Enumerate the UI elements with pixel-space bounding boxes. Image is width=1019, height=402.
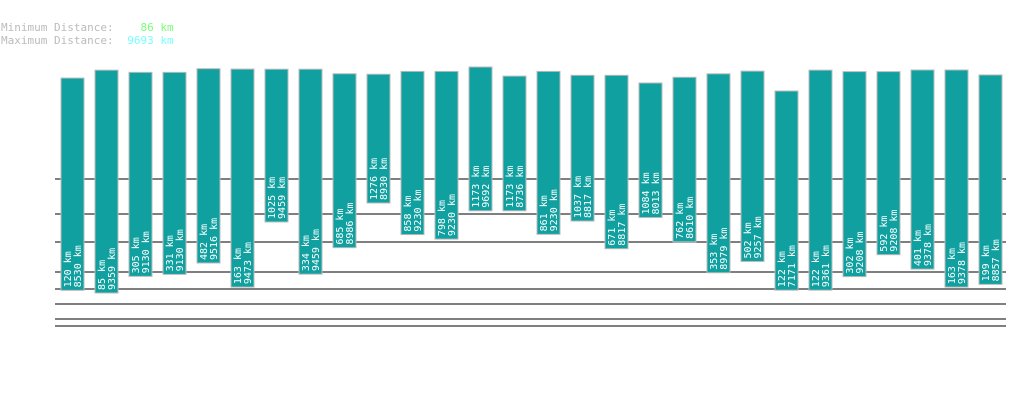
max-label: 9130 km	[175, 229, 186, 271]
min-distance-label: Minimum Distance:	[1, 21, 114, 34]
min-label: 401 km	[913, 230, 924, 266]
range-bar	[230, 68, 255, 288]
range-bar	[604, 74, 629, 250]
max-label: 8979 km	[719, 228, 730, 270]
range-bar	[502, 75, 527, 212]
min-label: 762 km	[675, 203, 686, 239]
range-bar	[332, 73, 357, 249]
range-bar	[536, 70, 561, 235]
max-label: 8736 km	[515, 166, 526, 208]
range-bar	[842, 71, 867, 278]
max-label: 8930 km	[379, 158, 390, 200]
max-label: 9378 km	[957, 242, 968, 284]
min-label: 302 km	[845, 237, 856, 273]
max-label: 8817 km	[617, 204, 628, 246]
range-bar	[94, 69, 119, 294]
max-label: 8986 km	[345, 203, 356, 245]
range-bar	[298, 68, 323, 275]
range-bar	[910, 69, 935, 270]
min-label: 1025 km	[267, 177, 278, 219]
min-label: 334 km	[301, 235, 312, 271]
min-label: 85 km	[97, 260, 108, 290]
min-label: 163 km	[947, 248, 958, 284]
max-distance-stat: Maximum Distance: 9693 km	[1, 35, 174, 47]
range-bar	[740, 70, 765, 262]
max-label: 9361 km	[821, 245, 832, 287]
range-bar	[808, 69, 833, 291]
min-label: 502 km	[743, 222, 754, 258]
max-label: 9516 km	[209, 218, 220, 260]
min-label: 1084 km	[641, 172, 652, 214]
range-bar	[672, 76, 697, 243]
max-label: 9692 km	[481, 166, 492, 208]
max-label: 9208 km	[889, 210, 900, 252]
min-distance-stat: Minimum Distance: 86 km	[1, 22, 174, 34]
range-bar	[468, 66, 493, 212]
min-label: 305 km	[131, 237, 142, 273]
min-label: 122 km	[811, 251, 822, 287]
range-bar	[570, 74, 595, 222]
range-bar	[366, 73, 391, 204]
min-label: 858 km	[403, 195, 414, 231]
min-label: 482 km	[199, 224, 210, 260]
max-label: 8530 km	[73, 245, 84, 287]
max-label: 9378 km	[923, 224, 934, 266]
range-bar	[196, 68, 221, 264]
range-bar	[400, 70, 425, 236]
min-label: 1276 km	[369, 158, 380, 200]
range-bar	[60, 77, 85, 291]
min-label: 353 km	[709, 234, 720, 270]
range-bar	[264, 68, 289, 223]
range-bar	[434, 70, 459, 240]
max-label: 8817 km	[583, 176, 594, 218]
max-label: 8857 km	[991, 239, 1002, 281]
max-label: 9459 km	[277, 177, 288, 219]
min-label: 1037 km	[573, 176, 584, 218]
min-label: 163 km	[233, 248, 244, 284]
max-label: 9257 km	[753, 216, 764, 258]
min-label: 1173 km	[505, 166, 516, 208]
range-bar	[638, 82, 663, 219]
max-label: 9130 km	[141, 231, 152, 273]
max-label: 9208 km	[855, 231, 866, 273]
range-bar	[876, 71, 901, 256]
min-label: 122 km	[777, 251, 788, 287]
min-label: 685 km	[335, 209, 346, 245]
min-label: 798 km	[437, 200, 448, 236]
min-label: 861 km	[539, 195, 550, 231]
max-distance-label: Maximum Distance:	[1, 34, 114, 47]
max-label: 8610 km	[685, 197, 696, 239]
range-bar	[944, 69, 969, 288]
max-label: 9459 km	[311, 229, 322, 271]
min-distance-value: 86 km	[140, 21, 174, 34]
min-label: 199 km	[981, 245, 992, 281]
range-bar	[774, 90, 799, 291]
range-bar	[978, 74, 1003, 285]
max-label: 9230 km	[549, 189, 560, 231]
min-label: 671 km	[607, 210, 618, 246]
min-label: 120 km	[63, 251, 74, 287]
max-distance-value: 9693 km	[127, 34, 174, 47]
max-label: 9359 km	[107, 248, 118, 290]
max-label: 9230 km	[413, 189, 424, 231]
range-bar	[128, 71, 153, 277]
max-label: 9230 km	[447, 194, 458, 236]
max-label: 8013 km	[651, 172, 662, 214]
range-bar	[162, 71, 187, 275]
min-label: 331 km	[165, 235, 176, 271]
max-label: 7171 km	[787, 245, 798, 287]
range-bar	[706, 73, 731, 274]
max-label: 9473 km	[243, 242, 254, 284]
min-label: 592 km	[879, 216, 890, 252]
min-label: 1173 km	[471, 166, 482, 208]
